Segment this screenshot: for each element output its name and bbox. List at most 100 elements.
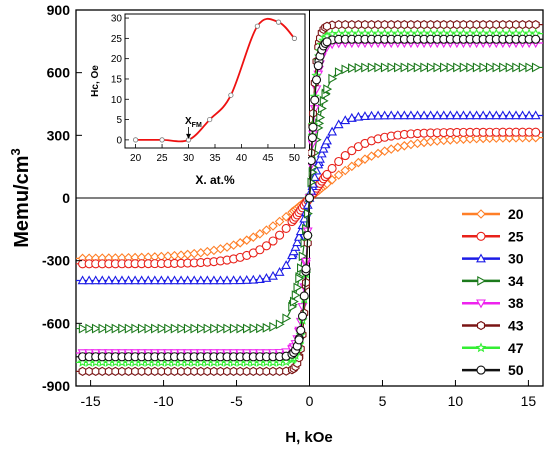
series-marker [531,127,541,137]
series-marker [304,193,315,203]
series-marker [360,154,370,164]
series-marker [269,321,279,332]
series-marker [202,246,213,257]
series-marker [85,366,94,377]
series-marker [334,156,344,167]
series-50 [76,34,543,362]
series-marker [478,133,488,144]
series-marker [299,291,309,301]
series-marker [420,19,429,30]
series-marker [111,366,120,377]
series-marker [229,323,239,334]
inset-y-tick-label: 20 [111,54,123,65]
main-y-tick-label: -600 [42,315,70,331]
series-marker [124,323,134,334]
series-marker [354,19,363,30]
series-marker [387,19,396,30]
series-marker [275,230,285,240]
main-x-tick-label: 0 [306,393,314,409]
inset-data-point [228,92,234,98]
series-marker [531,62,541,73]
series-marker [346,112,357,122]
inset-y-tick-label: 10 [111,95,123,106]
main-y-tick-label: 0 [62,190,70,206]
inset-y-ticks: 0 5 10 15 20 25 30 [111,14,129,146]
series-marker [117,275,127,285]
legend-item: 25 [462,228,524,244]
series-marker [293,282,303,293]
series-marker [347,146,357,156]
series-marker [210,323,220,334]
series-marker [518,19,527,30]
legend-marker [476,231,486,241]
main-x-tick-label: -5 [230,393,243,409]
series-marker [367,19,376,30]
series-marker [149,275,160,285]
main-x-tick-label: 5 [379,393,387,409]
series-marker [323,21,332,31]
series-marker [341,19,350,30]
series-marker [432,110,443,120]
main-y-tick-label: -900 [42,378,70,394]
legend-item: 38 [462,295,524,311]
series-marker [163,275,173,285]
series-marker [466,62,476,73]
series-marker [294,335,304,345]
series-marker [348,63,357,74]
series-marker [316,112,326,123]
series-marker [98,323,108,334]
series-marker [407,62,417,73]
inset-data-point [275,19,282,25]
series-marker [110,275,121,285]
series-marker [131,366,140,377]
series-marker [446,19,455,30]
legend-marker [477,275,487,286]
series-marker [144,366,153,377]
series-marker [269,366,278,377]
series-marker [491,110,502,120]
series-marker [281,223,291,233]
series-marker [472,19,481,30]
series-marker [347,161,357,172]
main-x-tick-label: -15 [80,393,100,409]
series-marker [78,366,87,377]
inset-data-point [254,23,260,29]
series-marker [322,37,332,47]
series-marker [426,19,435,30]
legend-label: 20 [508,206,524,222]
series-marker [241,235,252,245]
series-marker [433,62,443,73]
main-x-tick-label: -10 [153,393,173,409]
series-marker [316,148,327,158]
inset-y-tick-label: 25 [111,34,123,45]
series-marker [367,62,377,73]
legend-label: 25 [508,228,524,244]
series-marker [261,241,271,251]
legend-marker [476,365,486,375]
series-marker [235,238,245,248]
legend-label: 38 [508,295,524,311]
legend-marker [476,209,486,219]
series-marker [399,110,410,120]
inset-annotation-arrowhead [186,133,192,139]
series-marker [366,151,377,161]
series-marker [97,275,108,285]
series-marker [322,135,332,145]
series-marker [301,264,311,274]
series-marker [360,111,370,120]
main-y-tick-label: 300 [47,127,71,143]
series-marker [176,275,187,285]
series-marker [281,211,291,222]
series-marker [216,366,225,377]
series-marker [313,61,323,71]
inset-x-tick-label: 45 [262,153,274,164]
series-marker [235,275,246,285]
series-marker [347,19,356,30]
main-y-ticks: -900 -600 -300 0 300 600 900 [42,2,82,394]
series-marker [91,323,101,334]
series-marker [400,19,409,30]
series-marker [123,275,134,285]
series-marker [386,110,397,120]
series-marker [242,323,252,334]
